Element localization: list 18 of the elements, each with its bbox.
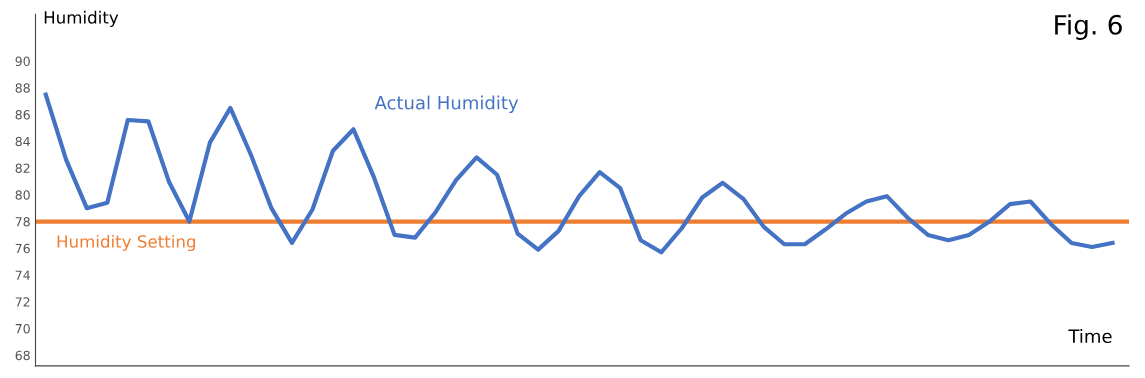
- y-tick-label: 70: [15, 323, 30, 334]
- y-tick-label: 76: [15, 243, 30, 254]
- line-series: [43, 92, 1115, 255]
- y-tick-label: 68: [15, 350, 30, 361]
- y-tick-label: 82: [15, 163, 30, 174]
- y-tick-label: 86: [15, 110, 30, 120]
- y-tick-label: 88: [15, 83, 30, 93]
- y-tick-label: 72: [15, 297, 30, 307]
- series-label: Actual Humidity: [374, 95, 519, 114]
- x-axis-title: Time: [1068, 329, 1112, 344]
- y-tick-label: 84: [15, 136, 30, 147]
- ref-line-label: Humidity Setting: [57, 234, 196, 252]
- y-tick-label: 90: [15, 56, 30, 67]
- y-axis-title: Humidity: [44, 10, 119, 27]
- y-tick-label: 74: [15, 270, 30, 280]
- y-tick-label: 78: [15, 217, 30, 227]
- y-tick-label: 80: [15, 190, 30, 200]
- chart-title: Fig. 6: [1055, 14, 1122, 40]
